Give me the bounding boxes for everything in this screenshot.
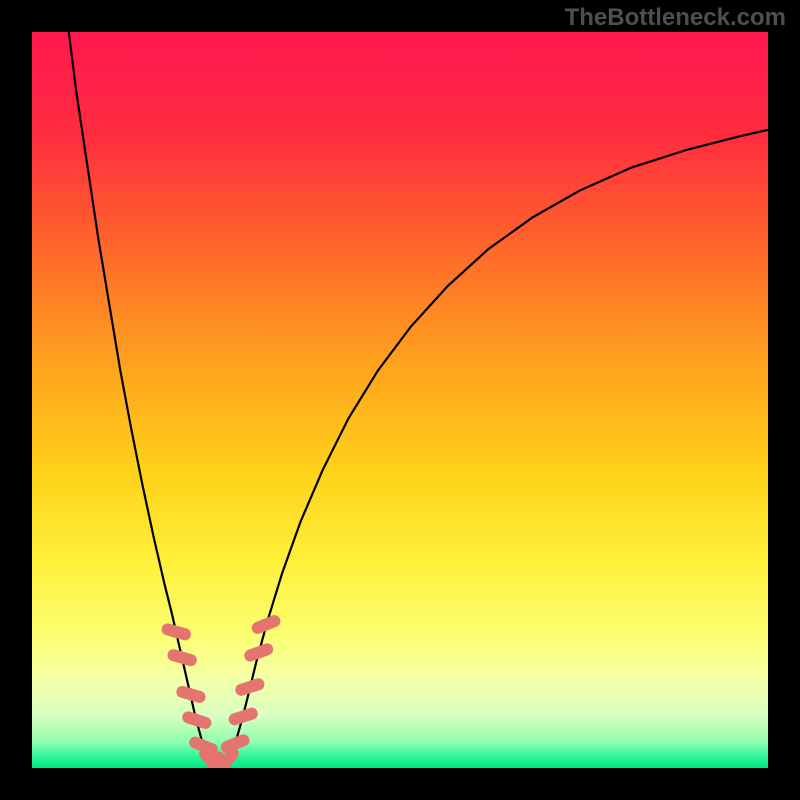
curve-marker bbox=[250, 613, 282, 635]
curve-marker bbox=[181, 710, 213, 731]
chart-frame: TheBottleneck.com bbox=[0, 0, 800, 800]
curve-marker bbox=[234, 677, 266, 698]
curve-marker bbox=[160, 622, 192, 642]
plot-area bbox=[32, 32, 768, 768]
watermark-text: TheBottleneck.com bbox=[565, 4, 786, 32]
curve-marker bbox=[243, 642, 275, 664]
chart-overlay bbox=[32, 32, 768, 768]
curve-marker bbox=[227, 706, 259, 727]
curve-marker bbox=[166, 648, 198, 668]
